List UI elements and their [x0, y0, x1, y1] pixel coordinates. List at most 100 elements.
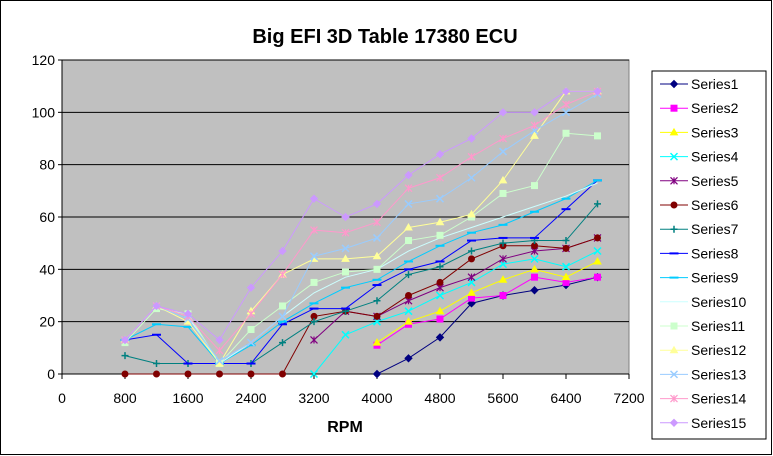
data-point	[436, 263, 444, 271]
legend-item: Series7	[660, 221, 739, 237]
data-point	[309, 252, 319, 261]
data-point	[404, 354, 413, 363]
data-point	[153, 370, 160, 378]
data-point	[594, 200, 601, 208]
data-point	[561, 262, 571, 271]
data-point	[341, 228, 350, 237]
data-point	[404, 317, 413, 325]
data-point	[467, 273, 476, 282]
legend-item: Series3	[660, 124, 739, 140]
legend-item: Series15	[660, 415, 746, 431]
x-tick-label: 3200	[298, 390, 329, 406]
data-point	[669, 152, 679, 161]
series-15	[120, 87, 602, 345]
x-tick-label: 0	[58, 390, 66, 406]
legend-label: Series4	[691, 149, 739, 165]
legend-item: Series12	[660, 342, 746, 358]
data-point	[309, 194, 319, 203]
data-point	[341, 244, 350, 253]
series-11	[121, 129, 601, 368]
data-point	[215, 356, 224, 365]
data-point	[436, 173, 444, 182]
data-point	[593, 246, 602, 256]
data-point	[670, 176, 678, 185]
data-point	[341, 212, 350, 222]
series-line	[376, 276, 598, 375]
data-point	[593, 87, 602, 96]
legend-item: Series13	[660, 366, 746, 382]
data-point	[562, 100, 570, 109]
data-point	[499, 134, 507, 143]
legend-item: Series1	[660, 76, 739, 92]
data-point	[670, 322, 678, 330]
data-point	[404, 170, 413, 180]
legend-label: Series15	[691, 415, 746, 431]
data-point	[670, 104, 678, 112]
x-tick-label: 5600	[487, 390, 518, 406]
y-tick-label: 60	[39, 209, 55, 225]
x-tick-label: 1600	[172, 390, 203, 406]
data-point	[669, 79, 679, 89]
data-point	[561, 108, 571, 117]
data-point	[468, 247, 475, 255]
data-point	[216, 370, 223, 378]
data-point	[561, 87, 571, 96]
data-point	[405, 292, 412, 299]
legend-label: Series7	[691, 221, 739, 237]
data-point	[247, 326, 255, 334]
chart-title: Big EFI 3D Table 17380 ECU	[252, 26, 517, 48]
x-tick-label: 4000	[361, 390, 392, 406]
series-line	[376, 261, 598, 344]
data-point	[247, 309, 255, 318]
legend-item: Series10	[660, 294, 746, 310]
data-point	[372, 369, 382, 379]
data-point	[467, 152, 476, 161]
data-point	[120, 335, 130, 345]
data-point	[499, 292, 507, 299]
data-point	[435, 291, 445, 300]
data-point	[594, 273, 601, 281]
series-line	[376, 276, 598, 346]
legend-item: Series6	[660, 197, 739, 213]
y-tick-label: 80	[39, 157, 55, 173]
data-point	[530, 108, 539, 117]
data-point	[435, 194, 445, 203]
data-point	[670, 394, 678, 403]
data-point	[467, 288, 476, 296]
legend-label: Series13	[691, 366, 746, 382]
data-point	[278, 246, 287, 256]
x-tick-label: 800	[113, 390, 137, 406]
series-line	[124, 90, 598, 341]
x-tick-label: 4800	[424, 390, 455, 406]
series-line	[124, 179, 598, 365]
data-point	[669, 418, 679, 428]
data-point	[278, 312, 287, 321]
data-point	[373, 297, 381, 305]
y-axis-ticks: 0 20 40 60 80 100 120	[32, 52, 63, 382]
data-point	[593, 256, 602, 265]
x-axis-ticks: 0 800 1600 2400 3200 4000 4800 5600 6400 7200	[58, 373, 645, 406]
legend-label: Series9	[691, 270, 739, 286]
data-point	[152, 301, 161, 311]
data-point	[184, 370, 192, 378]
data-point	[309, 369, 319, 379]
legend-item: Series5	[660, 173, 739, 189]
data-point	[531, 182, 538, 190]
data-point	[669, 370, 679, 379]
data-point	[279, 339, 286, 347]
data-point	[183, 309, 193, 319]
data-point	[498, 147, 508, 156]
series-line	[124, 179, 598, 365]
data-point	[121, 352, 129, 360]
series-6	[121, 234, 601, 378]
legend-item: Series9	[660, 270, 739, 286]
data-point	[372, 338, 382, 346]
data-point	[594, 234, 601, 242]
series-line	[125, 237, 598, 375]
data-point	[499, 254, 507, 263]
data-point	[499, 189, 507, 197]
data-point	[467, 209, 476, 218]
legend-label: Series12	[691, 342, 746, 358]
legend-label: Series14	[691, 391, 746, 407]
x-tick-label: 7200	[613, 390, 644, 406]
